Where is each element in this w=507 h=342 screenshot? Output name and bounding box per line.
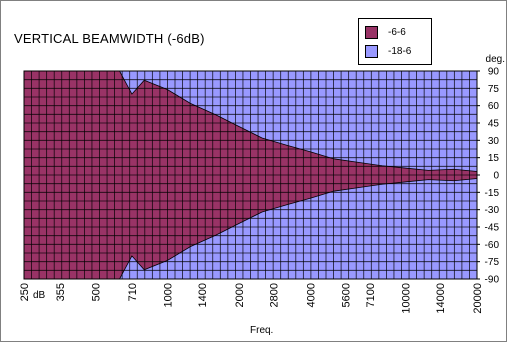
x-tick-label: 250 (19, 283, 31, 301)
x-tick-label: 10000 (400, 283, 412, 314)
x-tick-label: 710 (127, 283, 139, 301)
x-tick-label: 1000 (162, 283, 174, 307)
x-tick-label: 4000 (306, 283, 318, 307)
x-axis-label: Freq. (250, 325, 273, 336)
y-tick-label: 60 (488, 101, 500, 112)
y-axis-label: deg. (486, 54, 505, 65)
x-tick-label: 5600 (340, 283, 352, 307)
y-tick-label: 75 (488, 84, 500, 95)
x-tick-label: 2800 (269, 283, 281, 307)
x-tick-label: 1400 (197, 283, 209, 307)
y-tick-label: -60 (485, 240, 500, 251)
y-tick-label: 45 (488, 119, 500, 130)
x-tick-label: 355 (55, 283, 67, 301)
x-tick-label: 14000 (435, 283, 447, 314)
y-tick-label: 90 (488, 67, 500, 78)
y-tick-label: -90 (485, 275, 500, 286)
y-tick-label: 15 (488, 153, 500, 164)
x-tick-label: 500 (91, 283, 103, 301)
y-tick-label: 0 (493, 171, 499, 182)
y-tick-label: 30 (488, 136, 500, 147)
legend-label-series-2: -18-6 (388, 45, 412, 57)
y-tick-label: -15 (485, 188, 500, 199)
x-unit-label: dB (33, 290, 46, 301)
x-tick-label: 7100 (365, 283, 377, 307)
legend: -6-6 -18-6 (358, 18, 432, 65)
y-tick-label: -30 (485, 205, 500, 216)
legend-item-series-1: -6-6 (365, 25, 406, 39)
legend-swatch-series-2 (365, 44, 378, 58)
x-tick-label: 20000 (472, 283, 484, 314)
y-tick-label: -75 (485, 257, 500, 268)
chart-title: VERTICAL BEAMWIDTH (-6dB) (14, 31, 205, 46)
legend-item-series-2: -18-6 (365, 44, 411, 58)
y-tick-label: -45 (485, 223, 500, 234)
x-tick-label: 2000 (234, 283, 246, 307)
legend-label-series-1: -6-6 (388, 26, 406, 38)
legend-swatch-series-1 (365, 25, 378, 39)
